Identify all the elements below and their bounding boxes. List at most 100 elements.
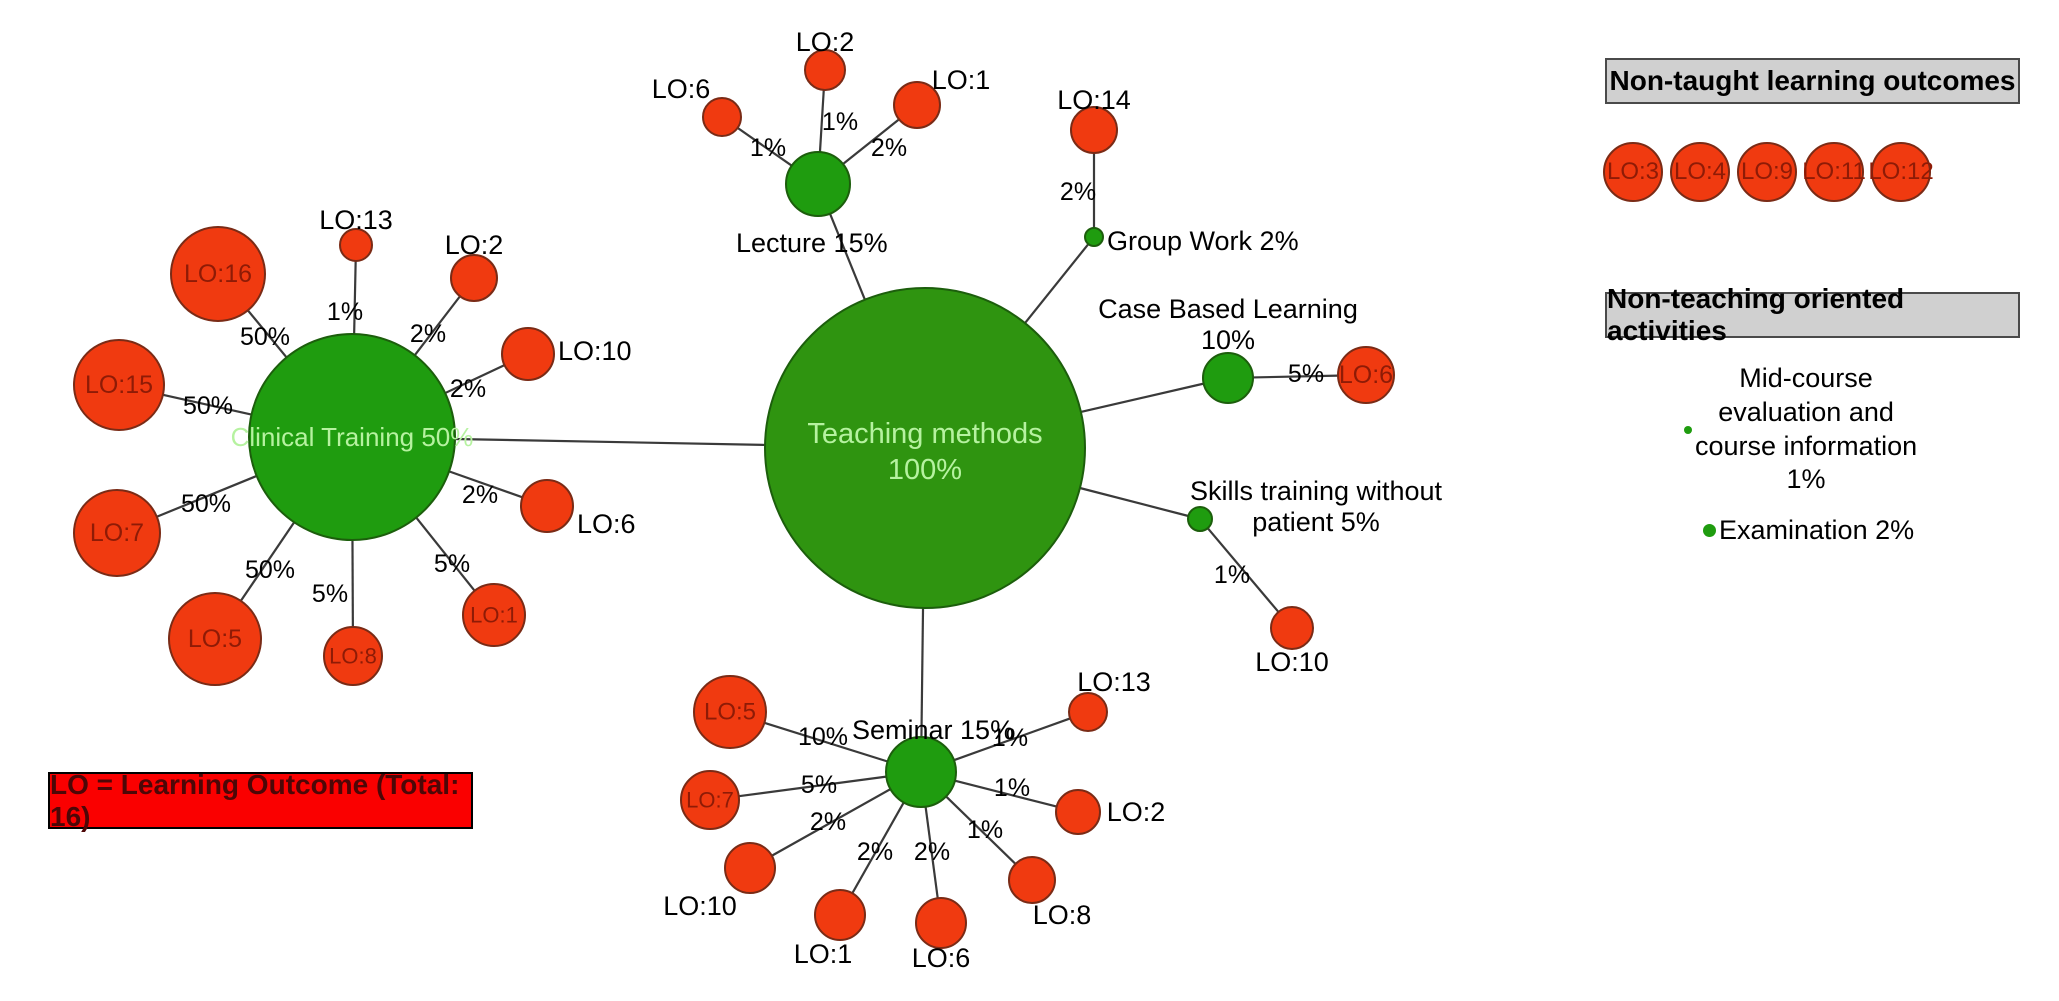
non-taught-bubble-lo11[interactable]: LO:11 bbox=[1802, 142, 1866, 202]
lo-node-lec_lo6[interactable] bbox=[702, 97, 742, 137]
lo-node-sem_lo1[interactable] bbox=[814, 889, 866, 941]
hub-label-lecture: Lecture 15% bbox=[736, 228, 888, 258]
edge-percent-label: 2% bbox=[1060, 178, 1096, 206]
lo-node-ct_lo16[interactable] bbox=[170, 226, 266, 322]
edge-percent-label: 1% bbox=[822, 108, 858, 136]
edges-layer bbox=[156, 89, 1339, 899]
lo-label-sem_lo8: LO:8 bbox=[1033, 900, 1092, 930]
hub-node-clinical[interactable] bbox=[248, 333, 456, 541]
graph-edge bbox=[1206, 527, 1280, 613]
lo-node-sem_lo5[interactable] bbox=[693, 675, 767, 749]
lo-node-sem_lo6[interactable] bbox=[915, 897, 967, 949]
hub-node-lecture[interactable] bbox=[785, 151, 851, 217]
hub-node-groupwork[interactable] bbox=[1084, 227, 1104, 247]
lo-node-ct_lo2[interactable] bbox=[450, 254, 498, 302]
graph-edge bbox=[1252, 374, 1339, 379]
green-dot-icon bbox=[1703, 524, 1716, 538]
lo-label-sem_lo6: LO:6 bbox=[912, 943, 971, 973]
edge-percent-label: 1% bbox=[994, 774, 1030, 802]
lo-label-ct_lo2: LO:2 bbox=[445, 230, 504, 260]
edge-percent-label: 5% bbox=[1288, 360, 1324, 388]
graph-edge bbox=[818, 89, 825, 153]
hub-node-root[interactable] bbox=[764, 287, 1086, 609]
edge-percent-label: 5% bbox=[434, 550, 470, 578]
hub-node-skills[interactable] bbox=[1187, 506, 1213, 532]
graph-edge bbox=[444, 364, 505, 395]
lo-node-ct_lo10[interactable] bbox=[501, 327, 555, 381]
lo-node-ct_lo15[interactable] bbox=[73, 339, 165, 431]
non-taught-bubble-lo9[interactable]: LO:9 bbox=[1737, 142, 1797, 202]
hub-label-skills: Skills training without bbox=[1190, 476, 1443, 506]
node-labels-layer: Teaching methods 100% Clinical Training 50… bbox=[85, 27, 1443, 973]
edge-percent-label: 50% bbox=[245, 556, 295, 584]
activity-label: Mid-course evaluation and course informati… bbox=[1695, 363, 1918, 495]
lo-node-ct_lo7[interactable] bbox=[73, 489, 161, 577]
hub-label-cbl: Case Based Learning bbox=[1098, 294, 1358, 324]
lo-node-sem_lo2[interactable] bbox=[1055, 789, 1101, 835]
lo-label-ct_lo10: LO:10 bbox=[558, 336, 632, 366]
edge-percent-label: 5% bbox=[312, 580, 348, 608]
lo-node-sk_lo10[interactable] bbox=[1270, 606, 1314, 650]
graph-edge bbox=[448, 470, 523, 499]
lo-node-ct_lo8[interactable] bbox=[323, 626, 383, 686]
edge-percent-label: 2% bbox=[857, 838, 893, 866]
graph-edge bbox=[842, 118, 900, 165]
edge-percent-label: 1% bbox=[992, 724, 1028, 752]
lo-label-sem_lo1: LO:1 bbox=[794, 939, 853, 969]
lo-label-sem_lo5: LO:5 bbox=[704, 699, 756, 726]
lo-node-cbl_lo6[interactable] bbox=[1337, 346, 1395, 404]
edge-percent-label: 2% bbox=[410, 320, 446, 348]
edge-percent-label: 50% bbox=[240, 323, 290, 351]
graph-edge bbox=[764, 721, 888, 763]
lo-node-sem_lo10[interactable] bbox=[724, 842, 776, 894]
non-taught-bubble-lo12[interactable]: LO:12 bbox=[1868, 142, 1934, 202]
lo-label-lec_lo6: LO:6 bbox=[652, 74, 711, 104]
lo-label-sem_lo10: LO:10 bbox=[663, 891, 737, 921]
edge-percent-label: 2% bbox=[810, 808, 846, 836]
edge-percent-label: 1% bbox=[967, 816, 1003, 844]
lo-node-lec_lo2[interactable] bbox=[804, 49, 846, 91]
lo-node-ct_lo1[interactable] bbox=[462, 583, 526, 647]
graph-edge bbox=[954, 779, 1057, 808]
non-taught-bubble-lo4[interactable]: LO:4 bbox=[1670, 142, 1730, 202]
graph-edge bbox=[239, 521, 296, 602]
activity-label: Examination 2% bbox=[1719, 515, 1915, 545]
edge-percent-label: 1% bbox=[750, 134, 786, 162]
edge-percent-label: 5% bbox=[801, 771, 837, 799]
edge-percent-label: 2% bbox=[450, 375, 486, 403]
lo-label-ct_lo13: LO:13 bbox=[319, 205, 393, 235]
lo-node-gw_lo14[interactable] bbox=[1070, 106, 1118, 154]
hub-label-value-skills: patient 5% bbox=[1252, 507, 1380, 537]
non-taught-bubble-lo3[interactable]: LO:3 bbox=[1603, 142, 1663, 202]
hub-node-seminar[interactable] bbox=[885, 736, 957, 808]
graph-edge bbox=[162, 393, 252, 416]
hub-label-groupwork: Group Work 2% bbox=[1107, 226, 1299, 256]
edge-percent-label: 2% bbox=[462, 481, 498, 509]
hub-label-clinical: Clinical Training 50% bbox=[231, 422, 474, 452]
hub-label-value-root: 100% bbox=[888, 454, 962, 486]
hub-label-value-cbl: 10% bbox=[1201, 325, 1255, 355]
graph-edge bbox=[246, 309, 288, 359]
activity-item-mid-course-evaluation: Mid-course evaluation and course informati… bbox=[1684, 362, 1934, 497]
lo-label-ct_lo1: LO:1 bbox=[470, 603, 518, 628]
lo-label-gw_lo14: LO:14 bbox=[1057, 85, 1131, 115]
graph-edge bbox=[353, 260, 357, 335]
lo-node-ct_lo13[interactable] bbox=[339, 228, 373, 262]
lo-node-sem_lo8[interactable] bbox=[1008, 856, 1056, 904]
activity-item-examination: Examination 2% bbox=[1703, 514, 1914, 548]
lo-node-sem_lo13[interactable] bbox=[1068, 692, 1108, 732]
lo-node-ct_lo5[interactable] bbox=[168, 592, 262, 686]
lo-label-ct_lo6: LO:6 bbox=[577, 509, 636, 539]
lo-label-lec_lo1: LO:1 bbox=[932, 65, 991, 95]
hub-node-cbl[interactable] bbox=[1202, 352, 1254, 404]
hub-label-seminar: Seminar 15% bbox=[852, 715, 1014, 745]
lo-label-sem_lo2: LO:2 bbox=[1107, 797, 1166, 827]
lo-node-ct_lo6[interactable] bbox=[520, 479, 574, 533]
lo-label-sk_lo10: LO:10 bbox=[1255, 647, 1329, 677]
edge-percent-label: 1% bbox=[327, 298, 363, 326]
edge-percent-label: 10% bbox=[798, 723, 848, 751]
edge-percent-label: 1% bbox=[1214, 561, 1250, 589]
lo-node-sem_lo7[interactable] bbox=[680, 770, 740, 830]
lo-label-sem_lo13: LO:13 bbox=[1077, 667, 1151, 697]
lo-node-lec_lo1[interactable] bbox=[893, 81, 941, 129]
